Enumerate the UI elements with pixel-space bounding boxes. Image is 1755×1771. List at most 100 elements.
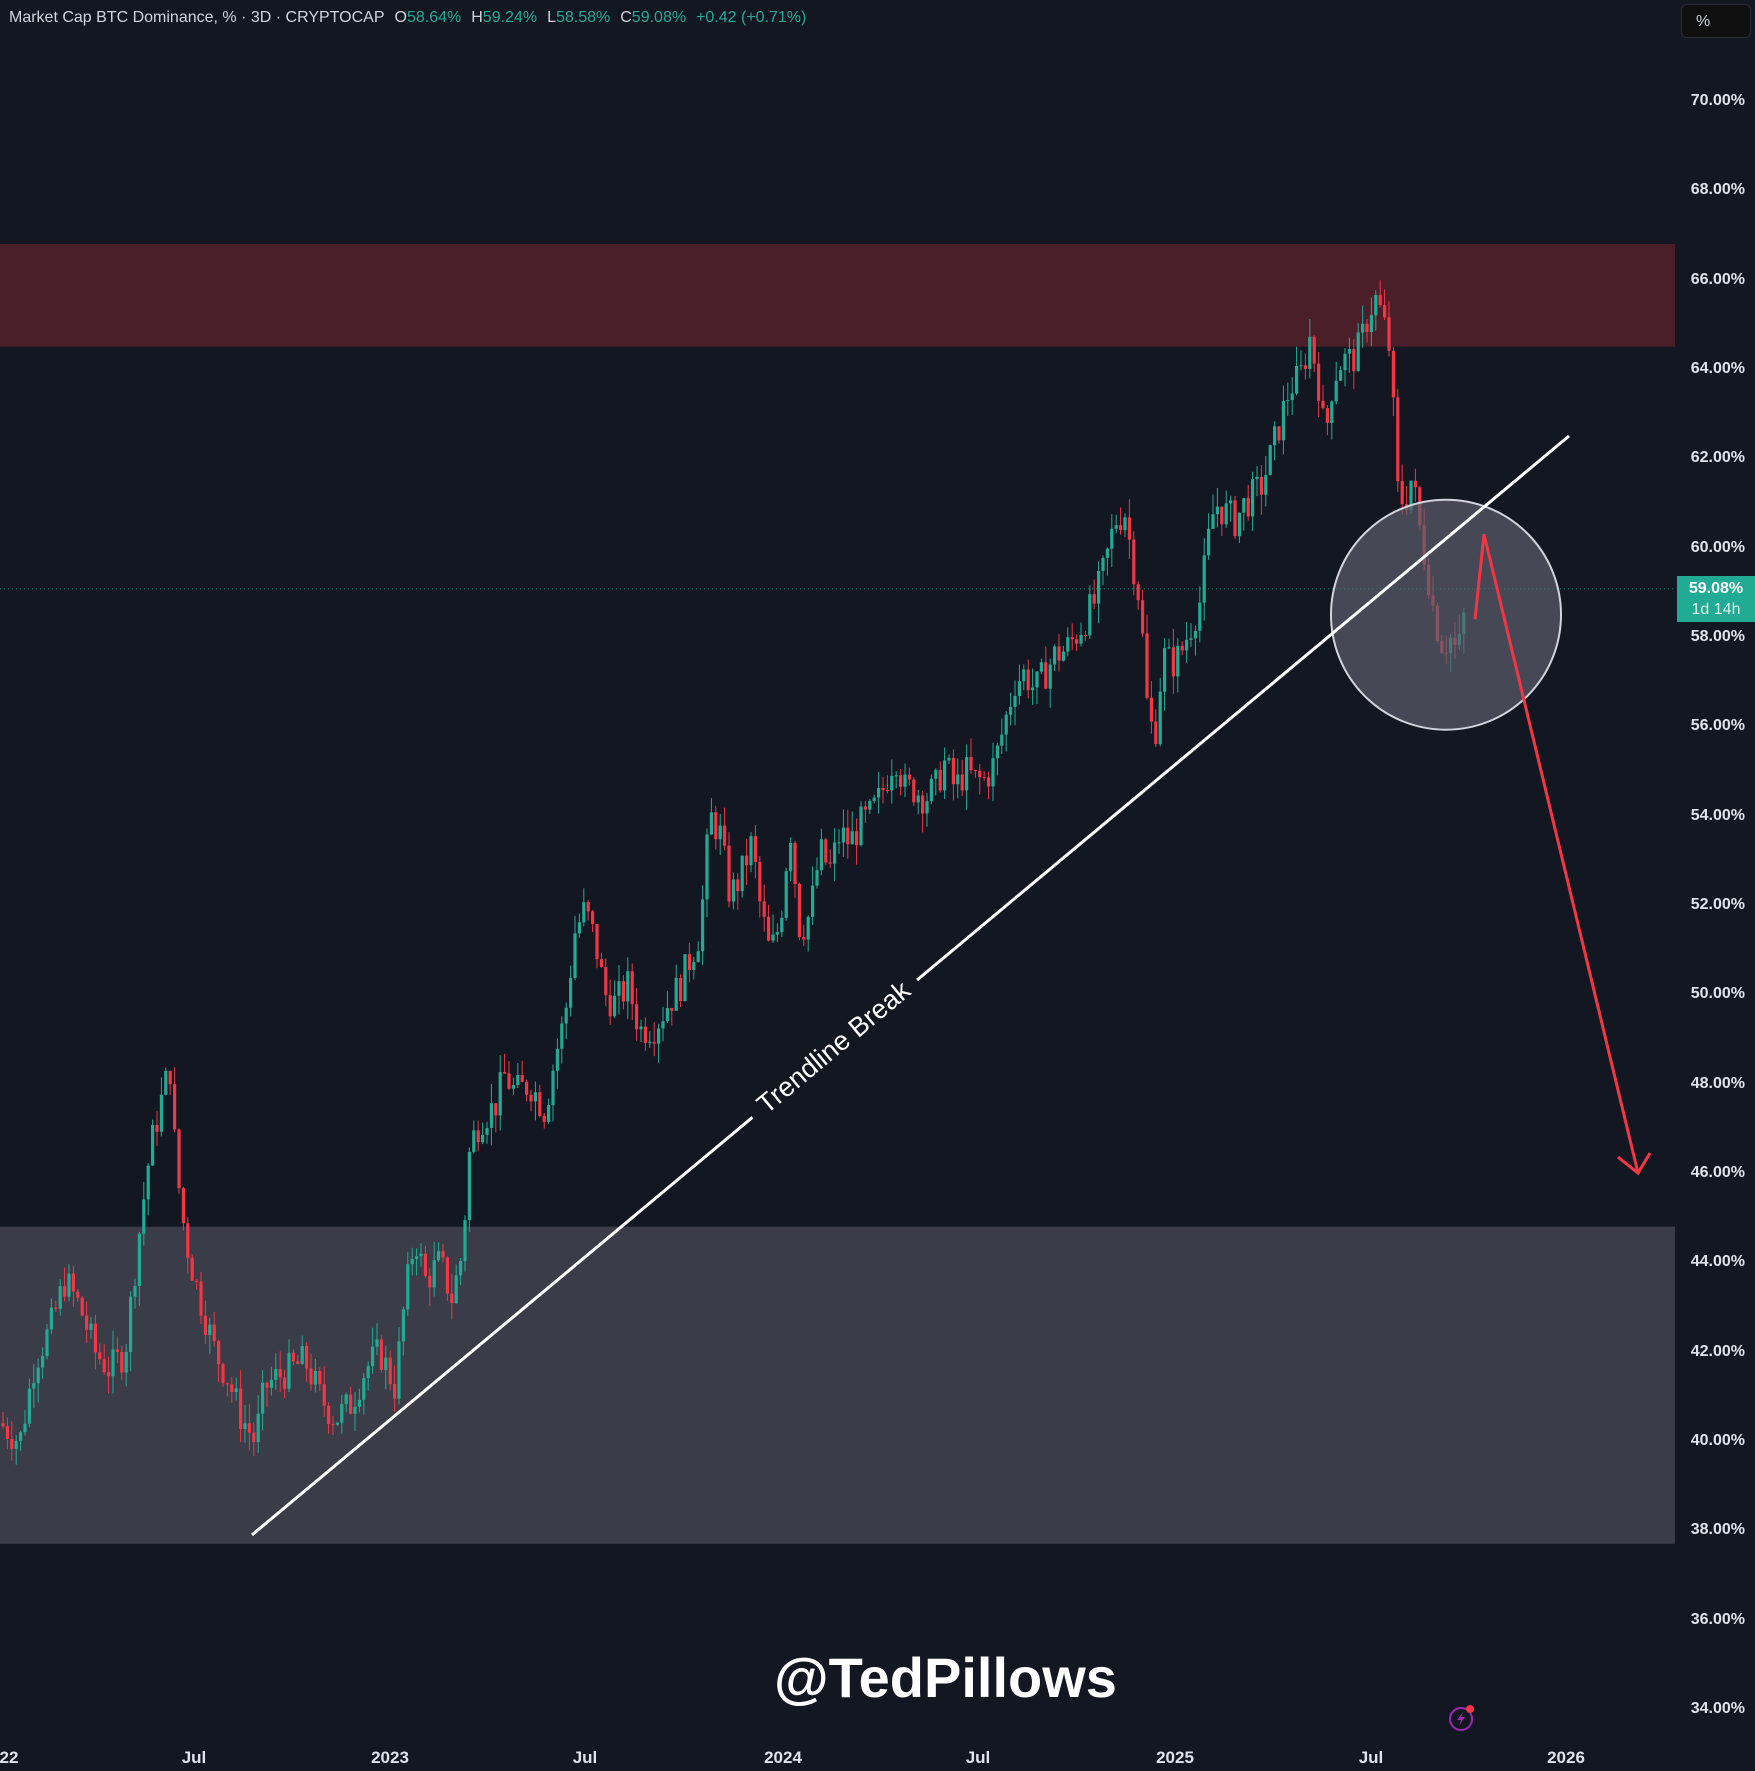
bar-countdown: 1d 14h (1691, 601, 1741, 618)
candle-body (701, 899, 705, 952)
candle-body (780, 917, 784, 933)
candle-body (811, 885, 815, 917)
candle-body (1000, 734, 1004, 746)
candle-body (1057, 646, 1061, 661)
candle-body (252, 1432, 256, 1442)
candle-body (969, 757, 973, 771)
resistance-zone (0, 243, 1675, 347)
y-tick-label: 70.00% (1690, 92, 1745, 109)
candle-body (692, 962, 696, 971)
candle-body (855, 831, 859, 846)
candle-body (1066, 637, 1070, 652)
candle-body (415, 1256, 419, 1260)
candle-body (951, 757, 955, 785)
candle-body (731, 879, 735, 902)
candle-body (1321, 400, 1325, 409)
candle-body (247, 1423, 251, 1433)
candle-body (80, 1297, 84, 1316)
candle-body (1264, 475, 1268, 495)
candle-body (366, 1366, 370, 1379)
candle-body (520, 1074, 524, 1082)
candle-body (353, 1406, 357, 1414)
candle-body (846, 827, 850, 845)
y-tick-label: 34.00% (1690, 1700, 1745, 1718)
trendline (916, 434, 1570, 982)
candle-body (133, 1285, 137, 1297)
candle-body (753, 836, 757, 862)
candle-body (1409, 480, 1413, 510)
candle-body (410, 1259, 414, 1265)
candle-body (850, 831, 854, 845)
candle-body (1097, 570, 1101, 604)
candle-body (617, 981, 621, 996)
candle-body (564, 1007, 568, 1024)
candle-body (397, 1341, 401, 1399)
candle-body (168, 1070, 172, 1085)
candle-body (212, 1324, 216, 1342)
candle-body (621, 981, 625, 1002)
symbol-title: Market Cap BTC Dominance, % · 3D · CRYPT… (9, 9, 385, 26)
candle-body (903, 774, 907, 787)
candle-body (551, 1070, 555, 1106)
candle-body (714, 812, 718, 840)
candle-body (824, 839, 828, 863)
candle-body (533, 1092, 537, 1102)
candle-body (890, 775, 894, 791)
candle-body (335, 1422, 339, 1425)
candle-body (1145, 633, 1149, 698)
candle-body (727, 845, 731, 902)
candle-body (718, 825, 722, 840)
candle-body (1242, 498, 1246, 513)
chart-legend: Market Cap BTC Dominance, % · 3D · CRYPT… (9, 9, 806, 27)
candle-body (1312, 336, 1316, 364)
ohlc-close-key: C (620, 9, 632, 26)
candle-body (885, 789, 889, 791)
x-tick-label: 22 (0, 1748, 19, 1767)
candle-body (705, 834, 709, 900)
candle-body (239, 1388, 243, 1429)
percent-scale-button[interactable]: % (1681, 4, 1751, 38)
candle-body (1268, 445, 1272, 476)
candle-body (947, 757, 951, 761)
ohlc-close-value: 59.08% (631, 9, 687, 26)
candle-body (234, 1388, 238, 1393)
candle-body (929, 778, 933, 802)
candle-body (481, 1134, 485, 1143)
candle-body (89, 1323, 93, 1330)
y-tick-label: 44.00% (1690, 1253, 1745, 1271)
candle-body (657, 1028, 661, 1044)
x-tick-label: Jul (965, 1748, 991, 1767)
candle-body (129, 1296, 133, 1352)
candle-body (1365, 323, 1369, 333)
candle-body (115, 1349, 119, 1352)
candle-body (1246, 498, 1250, 517)
candle-body (687, 954, 691, 971)
x-tick-label: 2025 (1156, 1748, 1194, 1767)
candle-body (441, 1251, 445, 1258)
candle-body (322, 1384, 326, 1406)
candle-body (767, 916, 771, 941)
candle-body (107, 1372, 111, 1377)
candle-body (1237, 512, 1241, 537)
candle-body (221, 1364, 225, 1384)
candle-body (894, 775, 898, 777)
x-tick-label: 2023 (371, 1748, 409, 1767)
candle-body (45, 1329, 49, 1356)
candle-body (36, 1367, 40, 1384)
candle-body (802, 936, 806, 940)
trendline (251, 1116, 754, 1537)
candle-body (102, 1359, 106, 1373)
candle-body (595, 924, 599, 960)
lightning-alert-icon[interactable] (1447, 1703, 1477, 1733)
candle-body (357, 1399, 361, 1407)
ohlc-high-key: H (471, 9, 483, 26)
candle-body (1356, 332, 1360, 372)
candle-body (635, 1004, 639, 1030)
candle-body (340, 1404, 344, 1423)
candle-body (1303, 365, 1307, 369)
candle-body (58, 1286, 62, 1309)
candle-body (195, 1280, 199, 1282)
candle-body (1255, 476, 1259, 480)
candle-body (1198, 602, 1202, 631)
